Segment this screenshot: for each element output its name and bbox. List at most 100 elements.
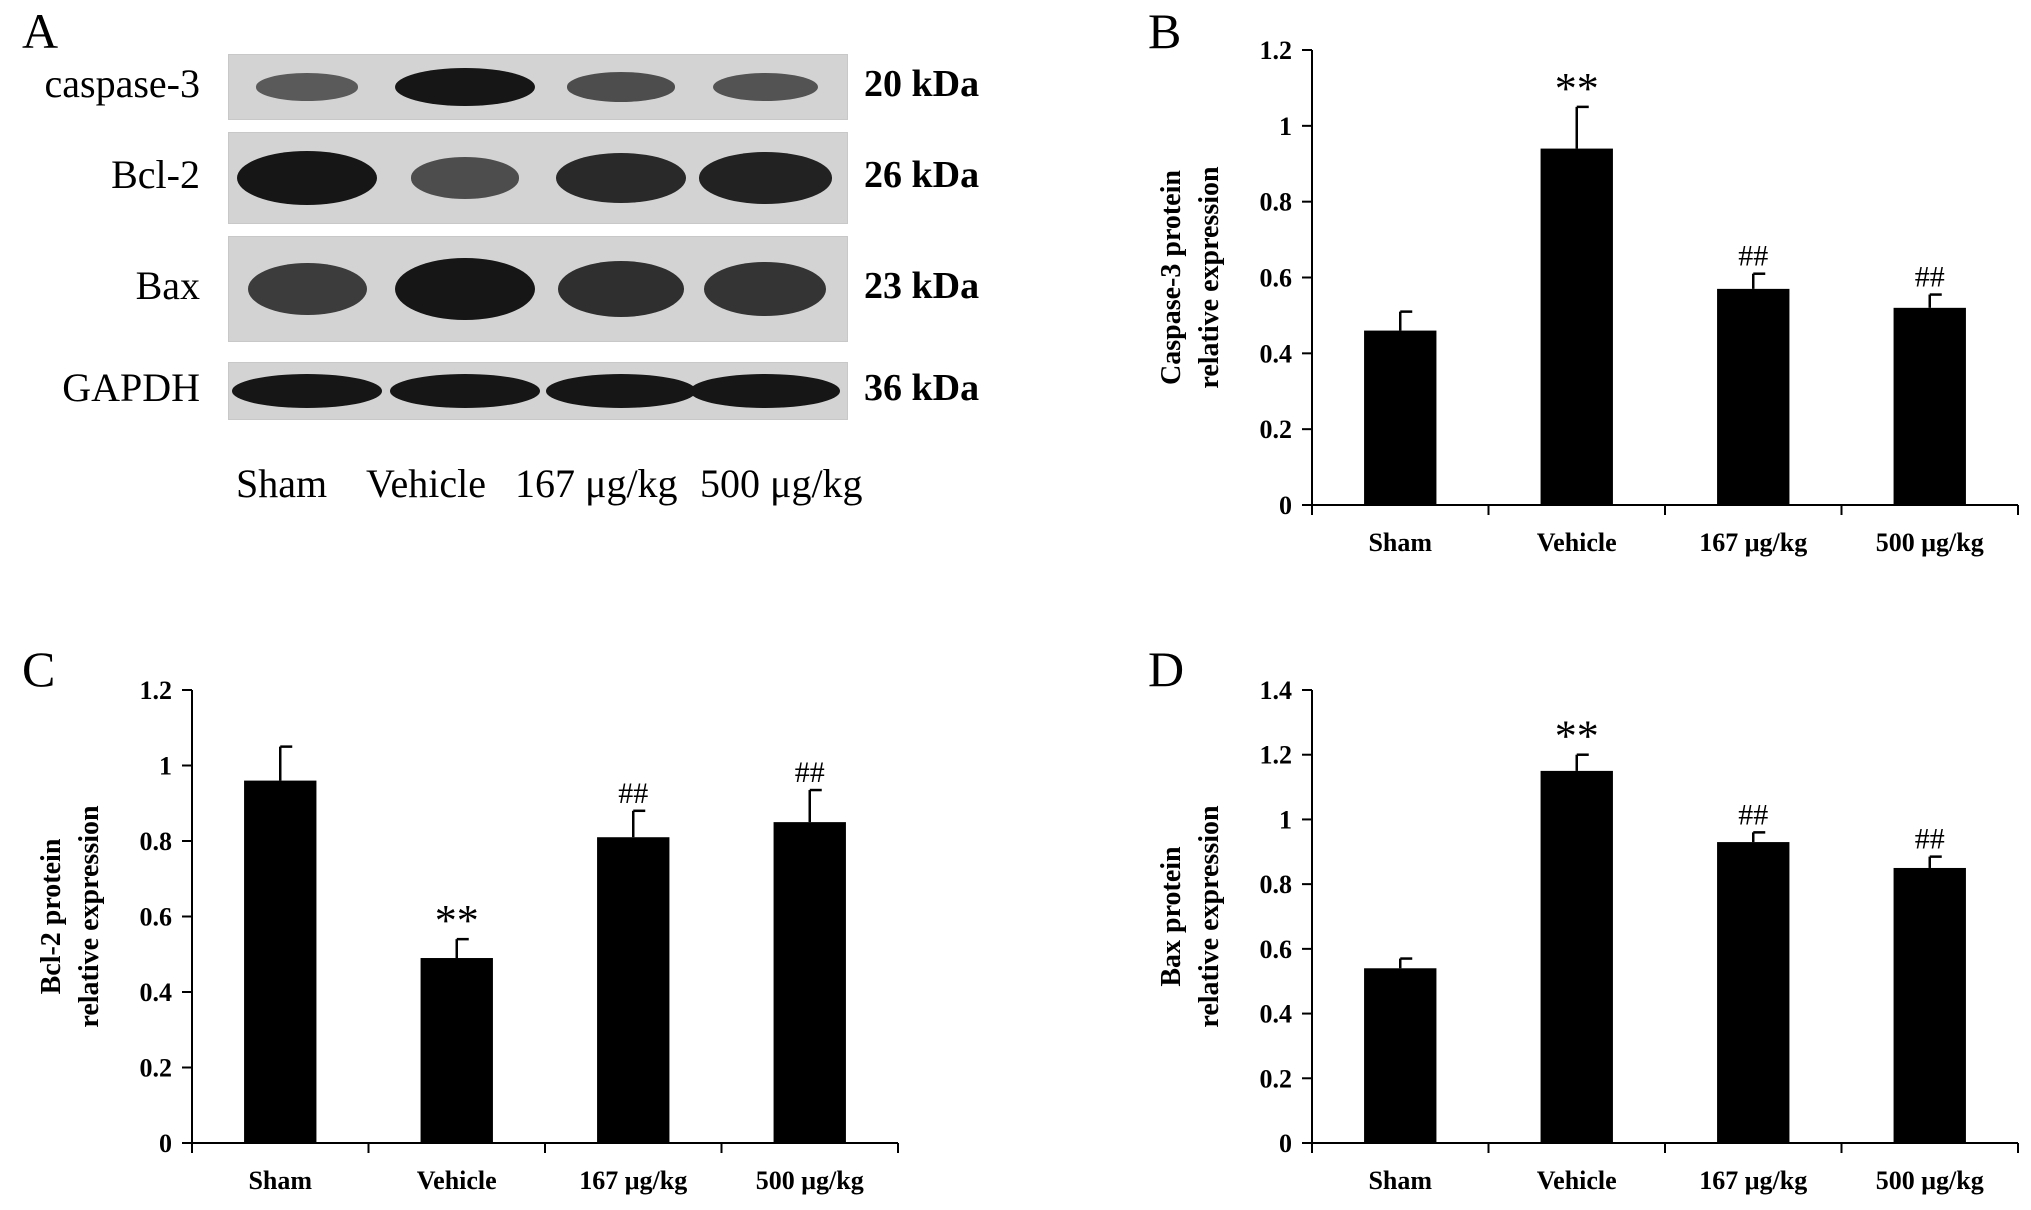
blot-band (546, 374, 696, 408)
x-category-label: 500 μg/kg (1876, 528, 1984, 557)
bar (244, 780, 317, 1143)
western-blot-panel: A caspase-3 20 kDa Bcl-2 26 kDa Bax 23 kDa GAP… (0, 0, 979, 540)
x-category-label: Sham (1368, 1166, 1432, 1195)
blot-lane-label: Sham (236, 461, 328, 506)
y-tick-label: 0.8 (1260, 870, 1293, 899)
blot-band (232, 374, 382, 408)
y-tick-label: 1.2 (1260, 36, 1293, 65)
blot-protein-label: GAPDH (62, 365, 200, 410)
significance-annotation: ## (1915, 823, 1945, 856)
x-category-label: 500 μg/kg (756, 1166, 864, 1195)
y-tick-label: 0.4 (140, 978, 173, 1007)
x-category-label: 167 μg/kg (1699, 528, 1807, 557)
y-tick-label: 1 (1279, 805, 1292, 834)
bar (1893, 307, 1966, 505)
blot-protein-label: caspase-3 (44, 61, 200, 106)
y-tick-label: 0.4 (1260, 1000, 1293, 1029)
blot-band (703, 261, 827, 317)
panel-label-a: A (22, 3, 59, 59)
bar (1364, 330, 1437, 505)
y-tick-label: 1 (1279, 112, 1292, 141)
bar (420, 958, 493, 1143)
x-category-label: Vehicle (417, 1166, 497, 1195)
x-category-label: Vehicle (1537, 528, 1617, 557)
blot-lane-label: 167 μg/kg (515, 461, 678, 506)
bar (773, 822, 846, 1143)
y-axis-title: relative expression (1194, 166, 1225, 389)
x-category-label: Vehicle (1537, 1166, 1617, 1195)
y-tick-label: 0.4 (1260, 339, 1293, 368)
x-category-label: Sham (1368, 528, 1432, 557)
significance-annotation: ** (435, 896, 479, 945)
y-tick-label: 0.2 (1260, 415, 1293, 444)
y-axis-title: Bax protein (1156, 846, 1187, 987)
y-axis-title: Caspase-3 protein (1156, 170, 1187, 385)
y-tick-label: 0 (159, 1129, 172, 1158)
blot-band (247, 262, 367, 316)
y-tick-label: 0.6 (140, 903, 173, 932)
significance-annotation: ## (1738, 240, 1768, 273)
blot-band (698, 152, 832, 204)
bar (1717, 842, 1790, 1143)
y-axis-title: Bcl-2 protein (36, 838, 67, 994)
panel-label-b: B (1148, 3, 1182, 59)
blot-band (558, 261, 684, 317)
blot-band (395, 257, 535, 321)
blot-band (256, 73, 358, 101)
panel-label-d: D (1148, 641, 1185, 697)
y-tick-label: 1.2 (1260, 741, 1293, 770)
blot-strip (228, 54, 848, 120)
blot-band (410, 157, 520, 199)
blot-band (566, 72, 676, 102)
bar (1364, 968, 1437, 1143)
significance-annotation: ** (1555, 712, 1599, 761)
bar (1717, 288, 1790, 505)
significance-annotation: ## (795, 756, 825, 789)
bar (1540, 148, 1613, 506)
y-tick-label: 1 (159, 752, 172, 781)
significance-annotation: ## (618, 777, 648, 810)
panel-label-c: C (22, 641, 56, 697)
bar (597, 837, 670, 1143)
y-tick-label: 0.8 (140, 827, 173, 856)
blot-band (556, 153, 686, 203)
blot-kda-label: 23 kDa (864, 265, 980, 307)
blot-strip (228, 236, 848, 342)
blot-lane-label: Vehicle (366, 461, 486, 506)
significance-annotation: ## (1915, 261, 1945, 294)
significance-annotation: ## (1738, 798, 1768, 831)
bcl-2-bar-chart: 0 0.2 0.4 0.6 0.8 1 1.2 Sham ** Vehicle ## 167 μg/k… (36, 676, 899, 1195)
caspase-3-bar-chart: 0 0.2 0.4 0.6 0.8 1 1.2 Sham ** Vehicle ## 167 μg/k… (1156, 36, 2019, 557)
blot-band (395, 67, 535, 107)
blot-band (690, 374, 840, 408)
significance-annotation: ** (1555, 64, 1599, 113)
x-category-label: Sham (248, 1166, 312, 1195)
x-category-label: 167 μg/kg (1699, 1166, 1807, 1195)
y-tick-label: 0.6 (1260, 935, 1293, 964)
x-category-label: 167 μg/kg (579, 1166, 687, 1195)
blot-kda-label: 26 kDa (864, 154, 980, 196)
y-axis-title: relative expression (1194, 805, 1225, 1028)
bar (1893, 867, 1966, 1143)
y-tick-label: 1.2 (140, 676, 173, 705)
blot-band (237, 151, 377, 205)
y-tick-label: 0.8 (1260, 188, 1293, 217)
x-category-label: 500 μg/kg (1876, 1166, 1984, 1195)
y-tick-label: 0.2 (140, 1054, 173, 1083)
blot-band (712, 72, 818, 102)
blot-kda-label: 36 kDa (864, 367, 980, 409)
bax-bar-chart: 0 0.2 0.4 0.6 0.8 1 1.2 1.4 Sham ** Vehicle ## 167 μ… (1156, 676, 2019, 1195)
y-tick-label: 0.6 (1260, 264, 1293, 293)
blot-protein-label: Bcl-2 (111, 152, 200, 197)
blot-kda-label: 20 kDa (864, 63, 980, 105)
blot-lane-label: 500 μg/kg (700, 461, 863, 506)
y-tick-label: 1.4 (1260, 676, 1293, 705)
blot-strip (228, 362, 848, 420)
y-tick-label: 0 (1279, 491, 1292, 520)
bar (1540, 770, 1613, 1143)
y-tick-label: 0 (1279, 1129, 1292, 1158)
y-axis-title: relative expression (74, 805, 105, 1028)
blot-protein-label: Bax (135, 263, 200, 308)
blot-strip (228, 132, 848, 224)
blot-band (390, 374, 540, 408)
